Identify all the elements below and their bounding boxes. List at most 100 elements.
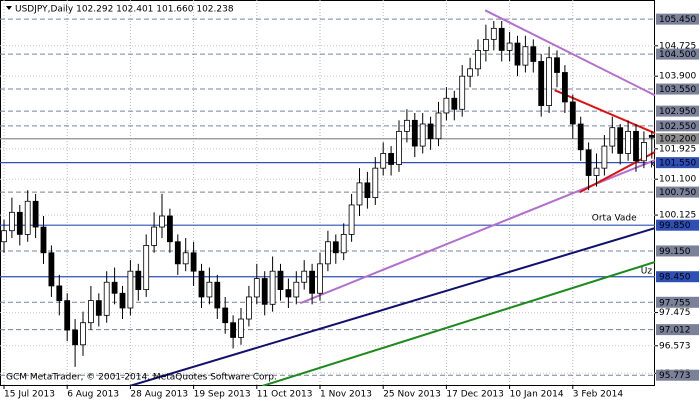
candle-body [159,215,165,228]
level-label-box [656,324,699,336]
level-label-box [656,245,699,257]
x-tick-label: 3 Feb 2014 [573,390,624,400]
candle-body [111,281,118,294]
candle-body [506,42,513,51]
symbol-icon [6,6,12,10]
chart-title: USDJPY,Daily 102.292 102.401 101.660 102… [15,5,234,15]
candle-body [340,233,347,254]
level-label-box [656,120,699,132]
level-label-box [656,13,699,25]
level-label: 95.773 [659,371,691,381]
candle-body [127,270,134,309]
candle-body [293,281,300,298]
level-label: 101.550 [659,159,696,169]
candle-body [230,322,237,338]
candle-body [380,153,387,169]
level-label-box [656,296,699,308]
candle-body [56,285,63,302]
candle-body [269,270,276,305]
candle-body [166,215,173,243]
candle-body [253,278,260,298]
candle-body [562,72,568,103]
candle-body [309,270,316,294]
candle-body [617,127,624,154]
trendline [484,9,655,97]
candle-body [443,97,450,114]
level-label: 98.450 [659,273,691,283]
y-tick-label: 101.100 [659,175,696,185]
candle-body [435,112,442,140]
candle-body [459,75,466,110]
candle-body [72,329,78,346]
level-label: 102.550 [659,122,696,132]
level-label: 102.950 [659,107,696,117]
level-label: 105.450 [659,15,696,25]
candle-body [554,57,560,73]
y-tick-label: 97.475 [659,308,691,318]
annotation: K [650,161,657,171]
plot-area: Orta Vade Uz K [0,0,657,386]
candle-body [206,281,213,298]
candle-body [633,130,639,162]
candle-body [95,300,102,316]
x-tick-label: 28 Aug 2013 [130,390,188,400]
candle-body [174,241,181,265]
plot-frame [0,0,655,386]
candle-body [332,241,339,254]
x-tick-label: 19 Sep 2013 [194,390,251,400]
candle-body [1,230,7,243]
candle-body [522,46,529,66]
level-label-box [656,157,699,169]
y-tick-label: 100.125 [659,211,696,221]
level-label: 97.012 [659,326,691,336]
candle-body [577,123,584,151]
candle-body [261,278,268,305]
y-tick-label: 101.925 [659,144,696,154]
candle-body [143,245,150,290]
y-tick-label: 104.725 [659,41,696,51]
level-label-box [656,83,699,95]
candle-body [348,204,355,235]
candle-body [190,252,197,272]
level-label: 99.850 [659,221,691,231]
y-tick-label: 103.900 [659,72,696,82]
candle-body [593,167,600,176]
candle-body [403,119,410,132]
level-label-box [656,186,699,198]
candle-body [103,281,110,316]
level-label: 100.750 [659,188,696,198]
candle-body [411,119,418,147]
level-label-box [656,133,699,145]
candle-body [648,134,655,138]
x-tick-label: 15 Jul 2013 [4,390,55,400]
candle-body [585,149,592,176]
level-label: 97.755 [659,298,691,308]
candle-body [222,307,229,324]
annotation: Orta Vade [592,213,637,223]
candle-body [538,61,545,107]
candle-body [451,97,458,110]
x-tick-label: 6 Aug 2013 [67,390,119,400]
level-label-box [656,271,699,283]
level-label: 99.150 [659,247,691,257]
candle-body [356,182,363,206]
candle-body [182,252,189,265]
trendline [554,89,655,135]
x-tick-label: 11 Oct 2013 [257,390,313,400]
trendline [129,227,655,386]
level-label: 103.550 [659,85,696,95]
candle-body [427,123,434,140]
candle-body [641,142,647,162]
level-label: 102.200 [659,135,696,145]
x-tick-label: 17 Dec 2013 [446,390,504,400]
candle-body [24,200,31,235]
candle-body [419,123,426,147]
annotation: Uz [641,267,653,277]
candle-body [285,289,292,298]
candle-body [80,322,86,346]
candle-body [490,27,497,40]
candle-body [569,101,576,125]
candle-body [372,167,379,198]
candle-body [277,270,284,290]
